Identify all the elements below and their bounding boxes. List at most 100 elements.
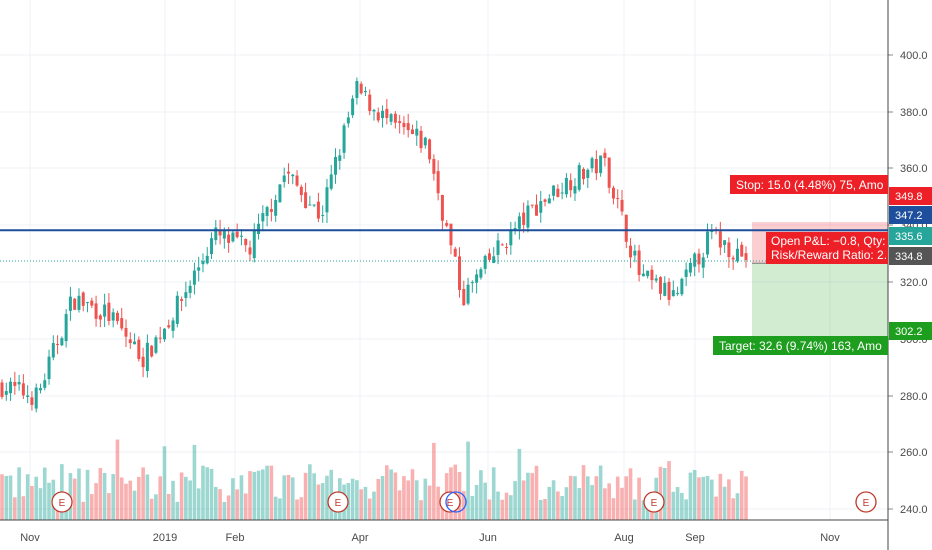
volume-bar [662,468,667,520]
volume-bar [201,465,205,520]
volume-bar [620,487,624,520]
volume-bar [585,476,590,520]
time-axis[interactable]: Nov 2019 Feb Apr Jun Aug Sep Nov [0,519,888,544]
volume-bar [402,476,406,520]
candle-body [466,284,470,304]
price-tag-value: 347.2 [895,210,923,222]
pnl-label-box [766,232,888,264]
volume-bar [25,474,30,520]
candle-body [355,80,359,99]
candle-body [47,356,51,380]
candle-body [534,204,538,216]
volume-bar [252,471,257,520]
candle-body [723,240,727,245]
candle-body [359,83,363,94]
candle-body [402,122,406,128]
candle-body [261,213,265,222]
candle-body [334,156,338,175]
volume-bar [397,490,402,520]
candle-body [650,269,654,281]
candle-body [150,345,154,357]
candle-body [483,255,487,269]
candle-body [680,278,684,295]
volume-bar [714,496,718,520]
volume-bar [427,485,432,520]
candle-body [235,231,239,238]
candle-body [308,204,312,206]
candle-body [543,199,547,202]
volume-bar [581,465,586,520]
price-axis[interactable]: 240.0260.0280.0300.0320.0340.0360.0380.0… [887,0,928,550]
volume-bar [196,488,201,520]
volume-bar [735,493,740,520]
candle-body [727,242,731,258]
candle-body [86,302,90,304]
volume-bar [226,495,231,520]
volume-bar [410,469,415,520]
volume-bar [209,468,214,520]
volume-bar [124,483,128,520]
x-tick-label: 2019 [153,532,177,544]
candle-body [654,278,658,281]
dividend-marker[interactable] [445,491,467,513]
volume-bar [243,493,248,520]
volume-bar [731,498,735,520]
candle-body [56,343,60,345]
candle-body [445,223,449,226]
candle-body [582,168,586,180]
x-tick-label: Nov [820,532,840,544]
volume-bar [372,491,376,520]
volume-bar [13,497,17,520]
earnings-marker[interactable] [51,491,73,513]
earnings-marker[interactable] [439,491,461,513]
candle-body [346,117,350,124]
candle-body [34,387,38,409]
x-tick-label: Jun [479,532,497,544]
volume-bar [551,480,556,520]
volume-bar [363,486,368,520]
x-tick-label: Nov [20,532,40,544]
volume-bar [457,471,462,520]
volume-bar [325,475,329,520]
x-tick-label: Apr [351,532,368,544]
candle-body [517,216,521,229]
candle-body [671,290,675,297]
volume-bar [132,490,137,520]
earnings-marker[interactable] [855,491,877,513]
stop-label: Stop: 15.0 (4.48%) 75, Amo [736,178,884,192]
y-tick-label: 240.0 [900,504,928,516]
candle-body [693,253,697,267]
price-tag [889,227,932,245]
volume-bar [483,482,487,520]
volume-bar [573,476,577,520]
volume-bar [350,478,355,520]
candle-body [569,180,573,191]
volume-bar [675,486,680,520]
volume-bar [547,486,552,520]
candle-body [98,315,102,320]
candle-body [321,214,325,216]
price-tags: 349.8 347.2 335.6 334.8 302.2 [889,187,932,340]
volume-bar [21,496,26,520]
candle-body [440,195,444,221]
candle-body [329,174,333,189]
volume-bar [615,476,620,520]
candle-body [423,137,427,146]
candle-body [171,320,175,331]
candle-body [17,381,21,385]
volume-bar [265,465,269,520]
candle-body [552,185,556,196]
volume-bar [320,483,325,520]
volume-bar [594,476,599,520]
chart-grid [0,0,888,520]
volume-bar [107,493,111,520]
candle-body [398,121,402,124]
candle-body [697,253,701,265]
earnings-marker[interactable] [327,491,349,513]
earnings-marker[interactable] [643,491,665,513]
candle-body [688,262,692,273]
volume-bar [111,474,115,520]
candle-body [475,274,479,283]
